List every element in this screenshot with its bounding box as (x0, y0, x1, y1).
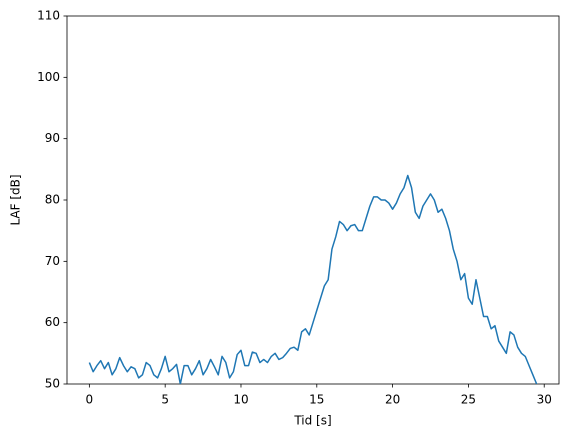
y-tick-label: 80 (45, 193, 60, 207)
y-tick-label: 60 (45, 315, 60, 329)
x-tick-label: 20 (385, 393, 400, 407)
x-axis-label: Tid [s] (293, 414, 331, 428)
x-tick-label: 5 (161, 393, 169, 407)
x-tick-label: 30 (537, 393, 552, 407)
x-tick-label: 0 (86, 393, 94, 407)
data-line (88, 174, 538, 384)
y-tick-label: 50 (45, 377, 60, 391)
y-tick-label: 70 (45, 254, 60, 268)
plot-frame (66, 15, 560, 385)
y-tick-label: 110 (37, 9, 60, 23)
x-tick-label: 15 (309, 393, 324, 407)
y-tick-label: 90 (45, 131, 60, 145)
x-tick-label: 25 (461, 393, 476, 407)
y-axis-label: LAF [dB] (9, 174, 23, 225)
y-tick-label: 100 (37, 70, 60, 84)
x-tick-label: 10 (233, 393, 248, 407)
